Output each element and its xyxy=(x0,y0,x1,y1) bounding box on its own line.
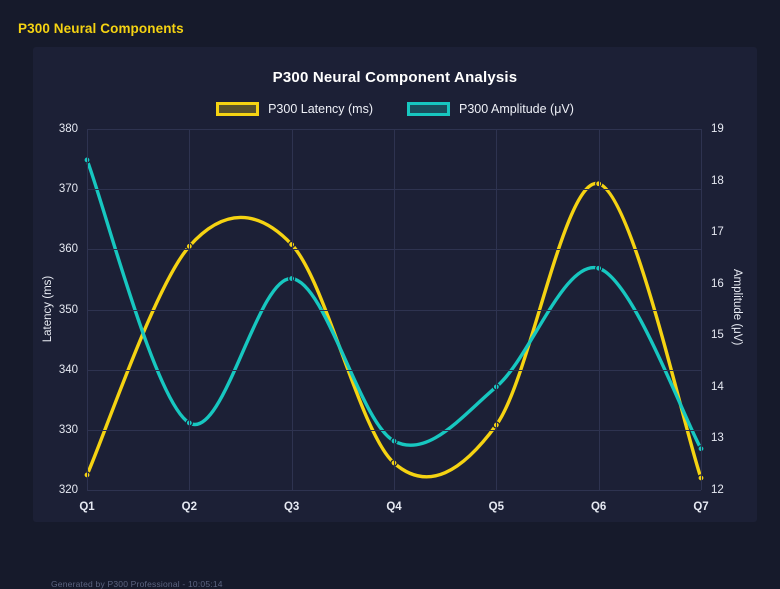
y-axis-left-label: Latency (ms) xyxy=(42,275,54,343)
legend-swatch xyxy=(216,102,260,116)
y-axis-right-tick: 13 xyxy=(711,432,724,445)
legend-label: P300 Latency (ms) xyxy=(268,102,373,116)
chart-footer: Generated by P300 Professional - 10:05:1… xyxy=(51,579,223,589)
chart-title: P300 Neural Component Analysis xyxy=(272,69,518,86)
y-axis-right-tick: 12 xyxy=(711,484,724,496)
chart-legend: P300 Latency (ms) P300 Amplitude (μV) xyxy=(33,102,757,116)
x-axis-tick: Q1 xyxy=(79,501,95,513)
legend-label: P300 Amplitude (μV) xyxy=(459,102,574,116)
legend-swatch xyxy=(407,102,450,116)
grid-line xyxy=(496,129,498,490)
y-axis-right-label: Amplitude (μV) xyxy=(731,269,743,346)
y-axis-left-tick: 380 xyxy=(58,123,78,135)
y-axis-right-tick: 18 xyxy=(711,174,724,187)
y-axis-right-tick: 17 xyxy=(711,226,724,239)
grid-line xyxy=(598,129,600,490)
y-axis-right-tick: 16 xyxy=(711,277,724,290)
x-axis-tick: Q6 xyxy=(590,501,607,513)
plot-area: 320 330 340 350 360 370 380 12 13 14 15 16 17 18 19 Q1 Q… xyxy=(59,123,724,513)
y-axis-left-tick: 370 xyxy=(58,183,78,196)
x-axis-tick: Q4 xyxy=(386,501,402,513)
grid-line xyxy=(394,129,395,490)
x-axis-tick: Q2 xyxy=(181,501,197,513)
grid-line xyxy=(189,129,191,490)
grid-line xyxy=(87,490,701,491)
y-axis-left-tick: 320 xyxy=(58,484,78,496)
app-header-title: P300 Neural Components xyxy=(18,21,184,36)
x-axis-tick: Q5 xyxy=(488,501,504,513)
legend-entry[interactable]: P300 Latency (ms) xyxy=(216,102,373,116)
y-axis-right-tick: 15 xyxy=(711,329,724,342)
chart-panel: P300 Neural Component Analysis P300 Late… xyxy=(33,47,757,589)
x-axis-tick: Q7 xyxy=(693,501,709,513)
grid-line xyxy=(87,129,88,490)
y-axis-left-tick: 340 xyxy=(58,363,78,376)
y-axis-left-tick: 360 xyxy=(58,243,78,256)
x-axis-tick: Q3 xyxy=(283,501,300,513)
y-axis-right-tick: 19 xyxy=(711,123,724,135)
grid-line xyxy=(291,129,293,490)
grid-line xyxy=(701,129,702,490)
legend-entry[interactable]: P300 Amplitude (μV) xyxy=(407,102,574,116)
y-axis-left-tick: 330 xyxy=(58,423,78,436)
y-axis-left-tick: 350 xyxy=(58,303,78,316)
y-axis-right-tick: 14 xyxy=(711,380,724,393)
